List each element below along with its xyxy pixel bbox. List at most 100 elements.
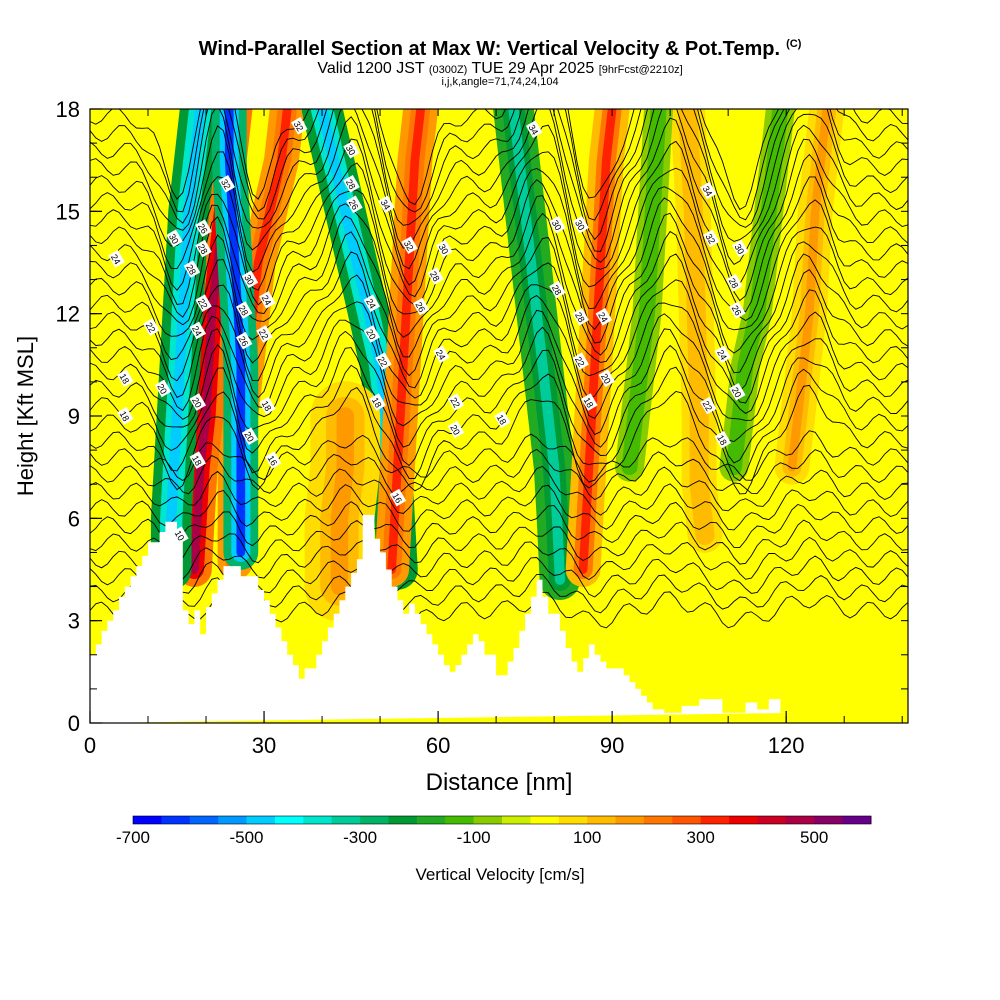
contour-label-text: 18 [715, 433, 729, 447]
contour-label: 24 [189, 321, 207, 340]
contour-label: 26 [346, 195, 363, 214]
colorbar-swatch [218, 816, 248, 824]
theta-contour [90, 153, 908, 313]
contour-label: 28 [549, 280, 566, 299]
contour-label-text: 28 [184, 263, 198, 277]
theta-contour [90, 195, 908, 344]
colorbar-swatch [558, 816, 588, 824]
title-units-note: (C) [786, 38, 802, 50]
contour-label-text: 18 [260, 399, 274, 413]
x-tick-label: 60 [426, 733, 450, 758]
x-axis-label: Distance [nm] [426, 769, 573, 796]
contour-label: 28 [572, 308, 589, 326]
contour-label: 16 [389, 488, 407, 507]
subtitle-zulu: (0300Z) [428, 64, 468, 76]
contour-label: 30 [343, 140, 360, 159]
contour-label: 34 [525, 120, 543, 139]
contour-label-text: 30 [242, 273, 256, 287]
contour-label-text: 30 [167, 232, 181, 246]
theta-contour [90, 109, 908, 270]
y-tick-label: 15 [56, 199, 80, 224]
contour-label: 24 [363, 294, 381, 312]
contour-label-text: 20 [448, 423, 462, 437]
contour-label: 20 [241, 427, 259, 446]
colorbar-swatch [530, 816, 560, 824]
terrain-profile [90, 514, 798, 723]
contour-label: 34 [700, 181, 717, 200]
w-feature-down [719, 109, 795, 482]
contour-label: 20 [729, 383, 746, 401]
contour-label: 32 [702, 229, 720, 248]
contour-label: 22 [375, 352, 392, 370]
contour-label-text: 20 [155, 382, 169, 396]
chart-title: Wind-Parallel Section at Max W: Vertical… [0, 38, 1000, 61]
contour-label-text: 26 [236, 334, 250, 348]
colorbar-tick-label: 100 [573, 828, 601, 847]
colorbar-swatch [615, 816, 645, 824]
theta-contour [90, 289, 908, 419]
contour-label-text: 18 [370, 396, 384, 410]
subtitle-valid: Valid 1200 JST [317, 60, 425, 77]
colorbar-label: Vertical Velocity [cm/s] [415, 865, 584, 884]
contour-label: 20 [598, 369, 616, 388]
contour-label-text: 32 [292, 119, 306, 133]
contour-label: 18 [259, 396, 276, 415]
contour-label: 26 [729, 301, 746, 319]
y-tick-label: 6 [68, 506, 80, 531]
w-feature-up [774, 109, 845, 485]
theta-contour [90, 519, 908, 565]
contour-label: 24 [433, 345, 450, 364]
contour-label-text: 18 [582, 396, 596, 410]
contour-label-text: 24 [364, 297, 378, 311]
theta-contour [90, 536, 908, 581]
colorbar-swatch [388, 816, 418, 824]
contour-label: 24 [259, 290, 276, 309]
contour-label: 32 [218, 174, 236, 193]
y-tick-label: 0 [68, 711, 80, 736]
axes: 0 30 60 90 120 0 3 6 9 12 15 18 Distance [nm] Height … [13, 97, 909, 796]
theta-contour [90, 326, 908, 448]
contour-label-text: 34 [527, 123, 541, 137]
contour-label-text: 30 [437, 242, 451, 256]
contour-label: 32 [291, 116, 308, 135]
x-tick-label: 120 [768, 733, 805, 758]
contour-label-text: 18 [190, 454, 204, 468]
colorbar-swatch [700, 816, 730, 824]
contour-label: 28 [195, 239, 212, 258]
w-band [683, 109, 710, 540]
contour-label: 24 [108, 250, 125, 268]
contour-label-text: 30 [344, 143, 358, 157]
contour-label: 18 [116, 406, 134, 425]
contour-label: 20 [363, 325, 381, 343]
contour-label-text: 28 [344, 177, 358, 191]
w-band [508, 109, 566, 585]
contour-label-text: 24 [260, 293, 274, 307]
w-band [730, 109, 785, 471]
theta-contour [90, 430, 908, 483]
colorbar-swatch [502, 816, 531, 824]
colorbar-swatch [643, 816, 673, 824]
contour-label-text: 22 [196, 297, 210, 311]
subtitle-forecast: [9hrFcst@2210z] [598, 64, 683, 76]
colorbar-swatch [360, 816, 389, 824]
contour-label-text: 18 [118, 372, 132, 386]
colorbar-swatch [785, 816, 815, 824]
theta-contour [90, 268, 908, 404]
w-feature-down [150, 109, 221, 590]
contour-label: 22 [700, 396, 717, 415]
colorbar-swatch [729, 816, 758, 824]
y-tick-label: 3 [68, 609, 80, 634]
contour-labels: 2418182630222028282224201810323028262422… [108, 116, 749, 544]
w-feature-down [493, 109, 581, 601]
w-feature-down [615, 109, 674, 482]
contour-label-text: 32 [703, 232, 717, 246]
w-band [787, 109, 832, 472]
contour-label-text: 18 [495, 413, 509, 427]
colorbar-swatch [133, 816, 162, 824]
contour-label-text: 22 [701, 399, 715, 413]
contour-label-text: 18 [118, 409, 132, 423]
theta-contour [90, 251, 908, 392]
contour-label-text: 16 [265, 454, 279, 468]
contour-label-text: 26 [730, 304, 744, 318]
